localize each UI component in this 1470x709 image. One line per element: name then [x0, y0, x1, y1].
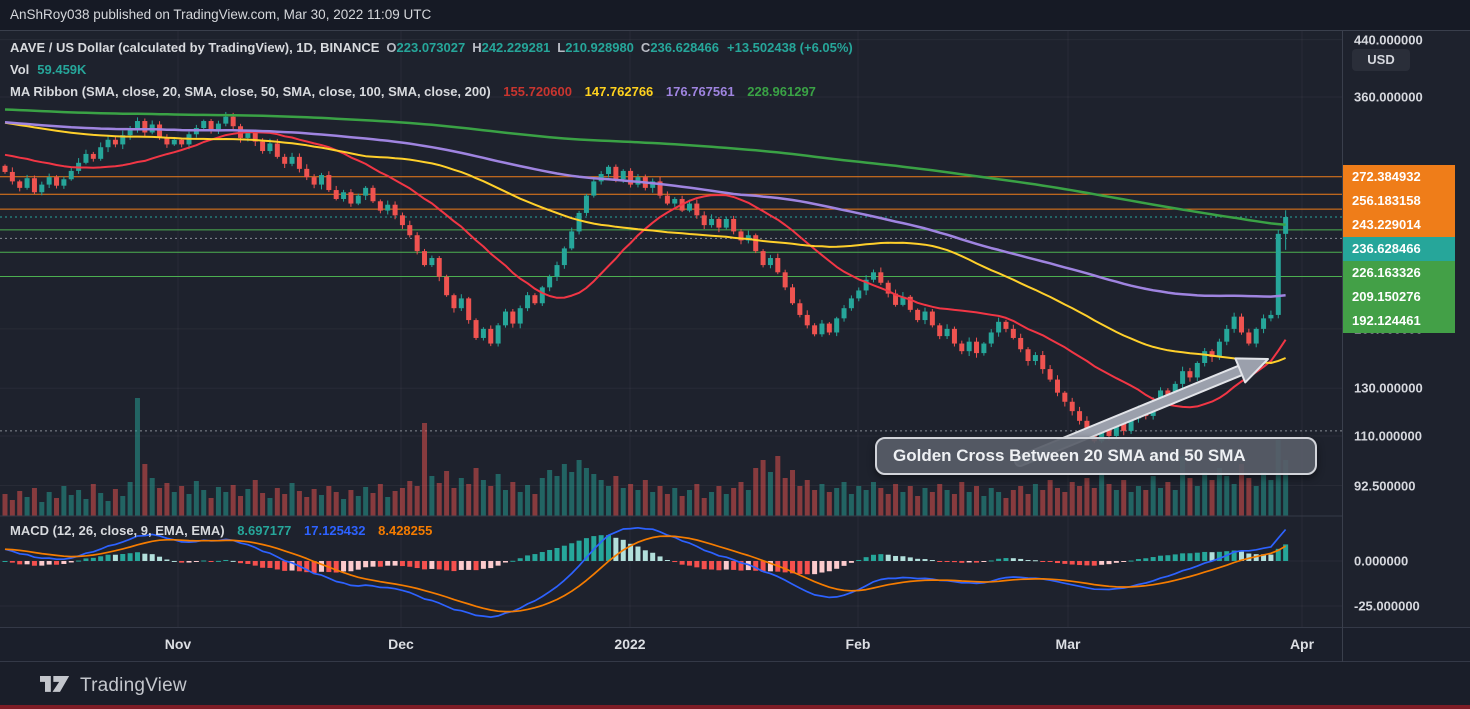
price-level-label: 192.124461 [1343, 308, 1455, 333]
close-value: 236.628466 [650, 40, 719, 55]
volume-row[interactable]: Vol 59.459K [10, 59, 853, 81]
sma100-value: 176.767561 [665, 84, 735, 99]
time-axis-label: Mar [1055, 636, 1081, 652]
change-value: +13.502438 (+6.05%) [727, 40, 853, 55]
horizontal-price-lines [0, 176, 1342, 432]
price-level-label: 256.183158 [1343, 188, 1455, 213]
price-tick: 130.000000 [1354, 380, 1423, 396]
gridlines [0, 31, 1342, 628]
price-level-label: 226.163326 [1343, 260, 1455, 285]
ma-ribbon-lines [4, 108, 1287, 409]
sma20-value: 155.720600 [503, 84, 572, 99]
volume-bars [2, 398, 1289, 516]
brand-name: TradingView [80, 675, 187, 696]
volume-label: Vol [10, 62, 30, 77]
tradingview-brand[interactable]: TradingView [40, 674, 187, 698]
macd-tick: 0.000000 [1354, 553, 1409, 569]
golden-cross-note[interactable]: Golden Cross Between 20 SMA and 50 SMA [875, 437, 1317, 475]
macd-signal-value: 8.428255 [378, 523, 433, 538]
symbol-row[interactable]: AAVE / US Dollar (calculated by TradingV… [10, 37, 853, 59]
high-value: 242.229281 [481, 40, 551, 55]
time-axis-label: Apr [1289, 636, 1315, 652]
macd-pane [2, 526, 1289, 618]
macd-tick: -25.000000 [1354, 598, 1420, 614]
time-axis-label: Nov [164, 636, 192, 652]
macd-hist-value: 8.697177 [237, 523, 292, 538]
ma-ribbon-label: MA Ribbon (SMA, close, 20, SMA, close, 5… [10, 84, 491, 99]
time-axis-label: 2022 [614, 636, 646, 652]
price-level-label: 209.150276 [1343, 284, 1455, 309]
price-level-label: 236.628466 [1343, 236, 1455, 261]
open-value: 223.073027 [396, 40, 466, 55]
price-tick: 92.500000 [1354, 478, 1416, 494]
macd-line-value: 17.125432 [304, 523, 366, 538]
chart-area[interactable]: AAVE / US Dollar (calculated by TradingV… [0, 30, 1342, 628]
time-axis-label: Feb [845, 636, 871, 652]
publish-header: AnShRoy038 published on TradingView.com,… [0, 0, 1470, 30]
bottom-accent-strip [0, 705, 1470, 709]
golden-cross-text: Golden Cross Between 20 SMA and 50 SMA [893, 446, 1246, 465]
sma50-value: 147.762766 [584, 84, 654, 99]
price-level-label: 243.229014 [1343, 212, 1455, 237]
high-letter: H [472, 40, 482, 55]
axis-separator [1342, 30, 1343, 662]
time-axis-label: Dec [388, 636, 414, 652]
price-tick: 360.000000 [1354, 89, 1423, 105]
footer: TradingView [0, 662, 1470, 709]
price-axis[interactable]: 440.000000360.000000160.000000130.000000… [1342, 30, 1470, 627]
price-level-label: 272.384932 [1343, 164, 1455, 189]
sma200-value: 228.961297 [747, 84, 816, 99]
price-tick: 440.000000 [1354, 32, 1423, 48]
tradingview-logo-icon [40, 676, 70, 692]
price-tick: 110.000000 [1354, 428, 1422, 444]
macd-legend[interactable]: MACD (12, 26, close, 9, EMA, EMA) 8.6971… [10, 523, 432, 538]
candles [2, 111, 1289, 444]
price-chart-canvas[interactable] [0, 31, 1342, 628]
close-letter: C [640, 40, 651, 55]
ma-ribbon-row[interactable]: MA Ribbon (SMA, close, 20, SMA, close, 5… [10, 81, 853, 103]
time-axis[interactable]: Nov Dec 2022 Feb Mar Apr [0, 627, 1470, 662]
currency-badge[interactable]: USD [1352, 49, 1410, 71]
symbol-title: AAVE / US Dollar (calculated by TradingV… [10, 40, 380, 55]
macd-label: MACD (12, 26, close, 9, EMA, EMA) [10, 523, 225, 538]
low-letter: L [557, 40, 566, 55]
low-value: 210.928980 [565, 40, 634, 55]
open-letter: O [386, 40, 397, 55]
chart-legend: AAVE / US Dollar (calculated by TradingV… [10, 37, 853, 103]
volume-value: 59.459K [37, 62, 87, 77]
